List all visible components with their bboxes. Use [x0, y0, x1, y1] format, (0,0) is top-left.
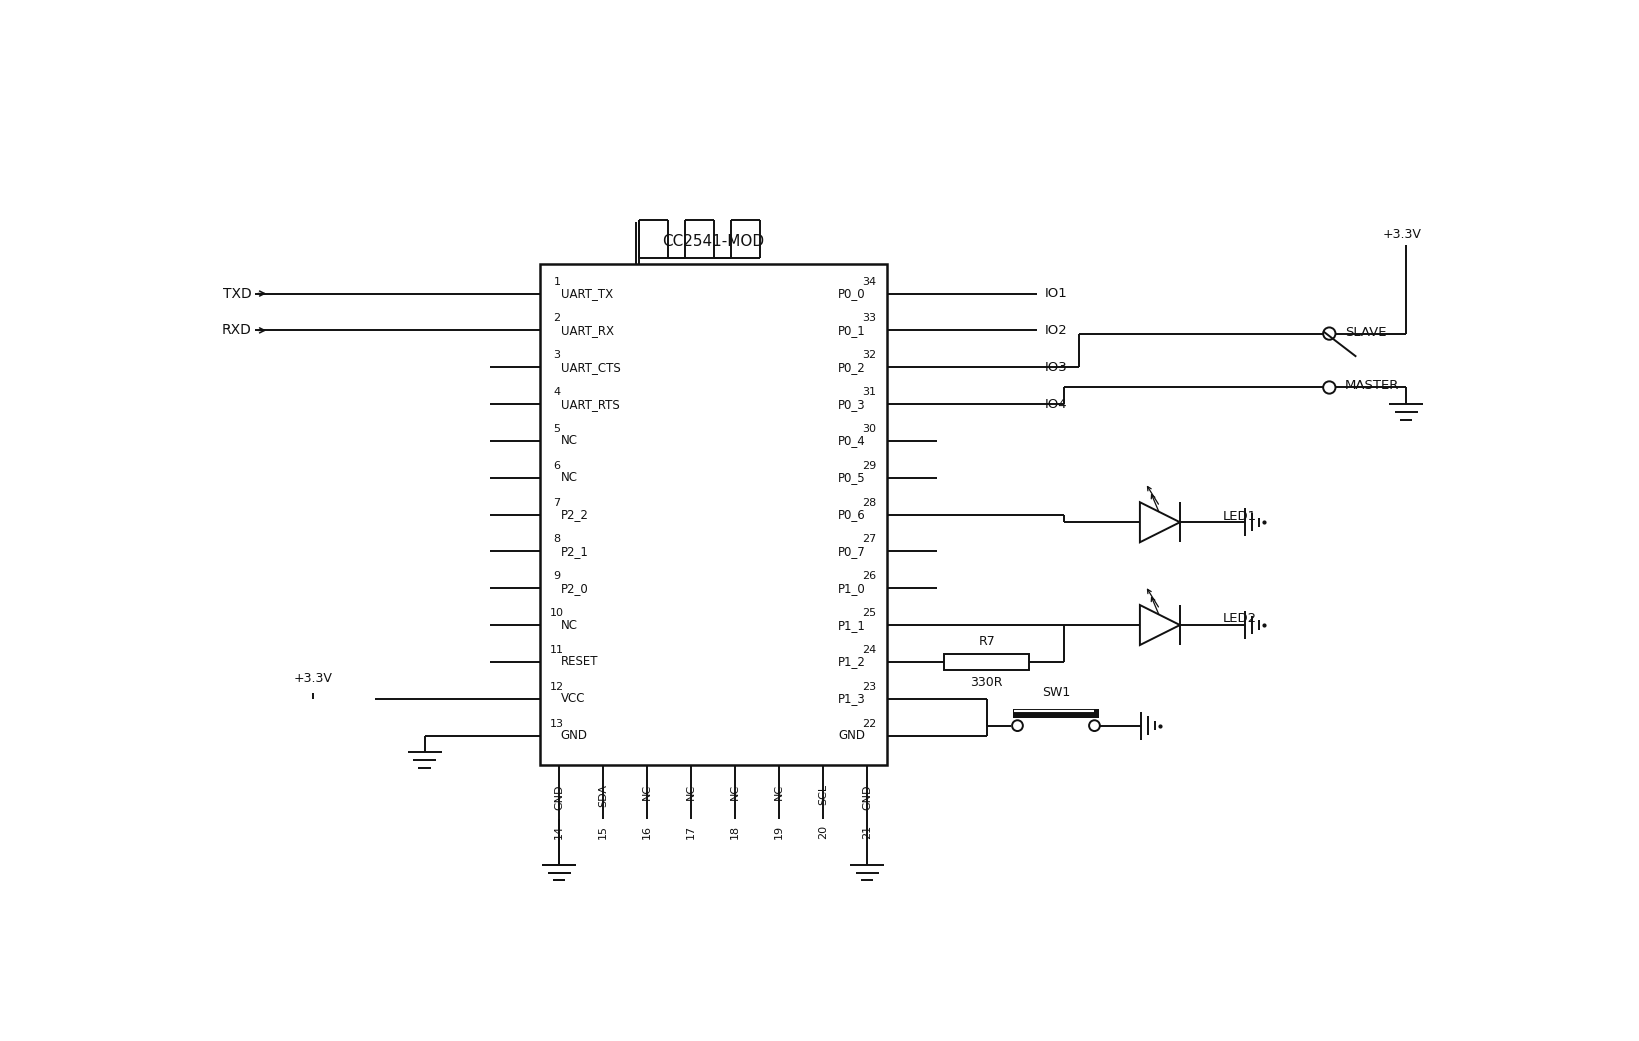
Text: 13: 13 [551, 718, 564, 729]
Text: NC: NC [561, 618, 579, 632]
Text: P0_7: P0_7 [838, 544, 865, 558]
Bar [541, 264, 887, 765]
Text: 29: 29 [862, 461, 877, 471]
Text: 25: 25 [862, 608, 877, 618]
Text: 15: 15 [598, 824, 608, 839]
Text: LED1: LED1 [1223, 510, 1257, 523]
Text: GND: GND [862, 784, 872, 810]
Text: 30: 30 [862, 424, 877, 434]
Text: 1: 1 [554, 277, 561, 286]
Text: 10: 10 [551, 608, 564, 618]
Text: GND: GND [839, 729, 865, 742]
Text: 14: 14 [554, 824, 564, 839]
Text: 24: 24 [862, 645, 877, 655]
Text: 6: 6 [554, 461, 561, 471]
Text: P0_1: P0_1 [838, 324, 865, 337]
Text: 21: 21 [862, 824, 872, 839]
Text: IO1: IO1 [1044, 287, 1067, 300]
Text: 22: 22 [862, 718, 877, 729]
Text: UART_RTS: UART_RTS [561, 398, 620, 410]
Text: 330R: 330R [970, 676, 1003, 689]
Text: P1_0: P1_0 [838, 582, 865, 594]
Text: 23: 23 [862, 682, 877, 692]
Text: 27: 27 [862, 534, 877, 544]
Text: R7: R7 [978, 635, 995, 648]
Text: SLAVE: SLAVE [1344, 326, 1387, 338]
Bar [1013, 709, 1100, 718]
Text: 19: 19 [774, 824, 785, 839]
Text: CC2541-MOD: CC2541-MOD [662, 234, 764, 249]
Text: 11: 11 [551, 645, 564, 655]
Text: 5: 5 [554, 424, 561, 434]
Text: NC: NC [774, 784, 785, 801]
Text: P0_4: P0_4 [838, 434, 865, 448]
Text: UART_CTS: UART_CTS [561, 361, 621, 374]
Text: NC: NC [561, 472, 579, 484]
Text: 8: 8 [554, 534, 561, 544]
Text: P0_6: P0_6 [838, 508, 865, 522]
Text: 28: 28 [862, 498, 877, 508]
Text: 32: 32 [862, 350, 877, 360]
Text: LED2: LED2 [1223, 612, 1257, 626]
Text: NC: NC [561, 434, 579, 448]
Text: P2_1: P2_1 [561, 544, 588, 558]
Text: P0_2: P0_2 [838, 361, 865, 374]
Text: UART_RX: UART_RX [561, 324, 615, 337]
Text: 3: 3 [554, 350, 561, 360]
Text: RESET: RESET [561, 656, 598, 668]
Text: 12: 12 [551, 682, 564, 692]
Text: P0_3: P0_3 [838, 398, 865, 410]
Text: NC: NC [687, 784, 697, 801]
Text: +3.3V: +3.3V [1383, 228, 1423, 242]
Text: 17: 17 [687, 824, 697, 839]
Text: SDA: SDA [598, 784, 608, 807]
Text: 7: 7 [554, 498, 561, 508]
Text: 4: 4 [554, 387, 561, 397]
Text: 16: 16 [642, 824, 652, 839]
Text: MASTER: MASTER [1344, 380, 1400, 392]
Text: 34: 34 [862, 277, 877, 286]
Text: IO2: IO2 [1044, 324, 1067, 337]
Text: GND: GND [561, 729, 588, 742]
Text: P0_0: P0_0 [838, 287, 865, 300]
Text: 9: 9 [554, 572, 561, 581]
Text: TXD: TXD [223, 286, 251, 301]
Polygon shape [1139, 605, 1180, 645]
Text: P2_2: P2_2 [561, 508, 588, 522]
Text: P1_3: P1_3 [838, 692, 865, 705]
Text: P2_0: P2_0 [561, 582, 588, 594]
Text: IO4: IO4 [1044, 398, 1067, 410]
Polygon shape [1139, 502, 1180, 542]
Text: P1_1: P1_1 [838, 618, 865, 632]
Text: P0_5: P0_5 [838, 472, 865, 484]
Text: SCL: SCL [818, 784, 828, 805]
Text: VCC: VCC [561, 692, 585, 705]
Text: 20: 20 [818, 824, 828, 839]
Text: P1_2: P1_2 [838, 656, 865, 668]
Text: 33: 33 [862, 313, 877, 324]
Text: 18: 18 [731, 824, 741, 839]
Text: RXD: RXD [221, 324, 251, 337]
Text: NC: NC [731, 784, 741, 801]
Text: IO3: IO3 [1044, 361, 1067, 374]
Text: 31: 31 [862, 387, 877, 397]
Text: 2: 2 [554, 313, 561, 324]
Text: SW1: SW1 [1042, 686, 1070, 700]
Bar [944, 654, 1029, 669]
Text: UART_TX: UART_TX [561, 287, 613, 300]
Text: 26: 26 [862, 572, 877, 581]
Text: NC: NC [642, 784, 652, 801]
Text: +3.3V: +3.3V [293, 671, 333, 685]
Text: GND: GND [554, 784, 564, 810]
